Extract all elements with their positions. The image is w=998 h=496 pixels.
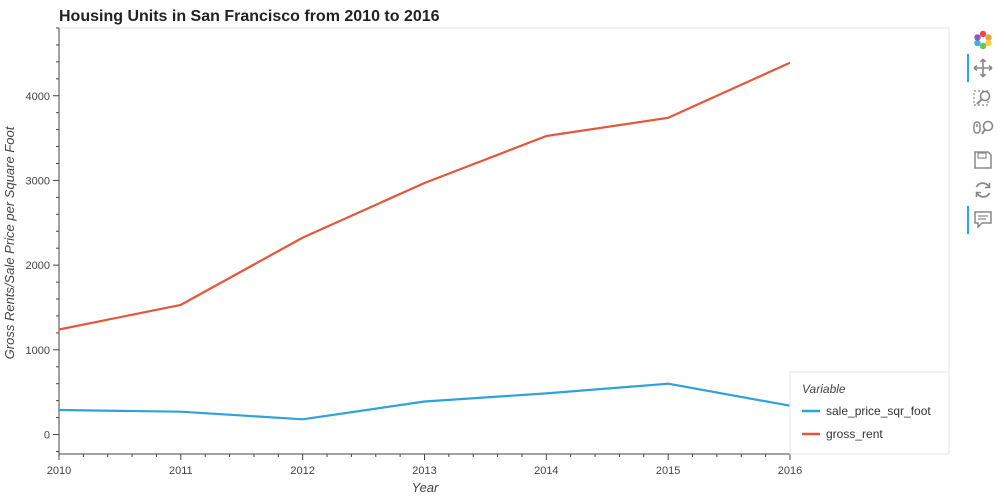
series-line-gross_rent[interactable]: [58, 61, 791, 331]
pan-tool-button[interactable]: [966, 54, 998, 82]
reset-icon: [975, 182, 991, 198]
series-line-sale_price_sqr_foot[interactable]: [58, 382, 791, 421]
y-axis: 0 1000 2000 3000 4000: [26, 27, 60, 454]
box-zoom-icon: [973, 90, 991, 106]
x-tick-label: 2010: [47, 465, 71, 477]
x-tick-label: 2015: [656, 465, 680, 477]
series-lines: [58, 61, 791, 421]
chart-title: Housing Units in San Francisco from 2010…: [59, 8, 440, 25]
y-tick-label: 2000: [26, 260, 50, 272]
toolbar: [966, 26, 998, 246]
wheel-zoom-icon: [973, 120, 994, 135]
box-zoom-tool-button[interactable]: [966, 84, 998, 112]
y-tick-label: 3000: [26, 175, 50, 187]
x-tick-label: 2014: [534, 465, 558, 477]
pan-icon: [973, 58, 993, 78]
wheel-zoom-tool-button[interactable]: [966, 114, 998, 142]
y-tick-label: 4000: [26, 91, 50, 103]
save-tool-button[interactable]: [966, 146, 998, 174]
hover-icon: [974, 211, 992, 229]
legend-label: sale_price_sqr_foot: [826, 404, 931, 418]
legend-box: [789, 371, 950, 455]
legend[interactable]: Variable sale_price_sqr_foot gross_rent: [789, 371, 950, 455]
legend-title: Variable: [802, 382, 846, 396]
y-tick-label: 0: [44, 430, 50, 442]
x-tick-label: 2016: [778, 465, 802, 477]
legend-label: gross_rent: [826, 427, 883, 441]
save-icon: [974, 151, 992, 169]
x-tick-label: 2012: [290, 465, 314, 477]
y-axis-label: Gross Rents/Sale Price per Square Foot: [2, 125, 17, 359]
reset-tool-button[interactable]: [966, 176, 998, 204]
y-tick-label: 1000: [26, 345, 50, 357]
x-axis: 2010 2011 2012 2013 2014 2015 2016: [47, 453, 802, 477]
hover-tool-button[interactable]: [966, 206, 998, 234]
bokeh-logo-icon[interactable]: [966, 26, 998, 54]
x-tick-label: 2011: [169, 465, 193, 477]
x-axis-label: Year: [412, 480, 439, 495]
x-tick-label: 2013: [412, 465, 436, 477]
